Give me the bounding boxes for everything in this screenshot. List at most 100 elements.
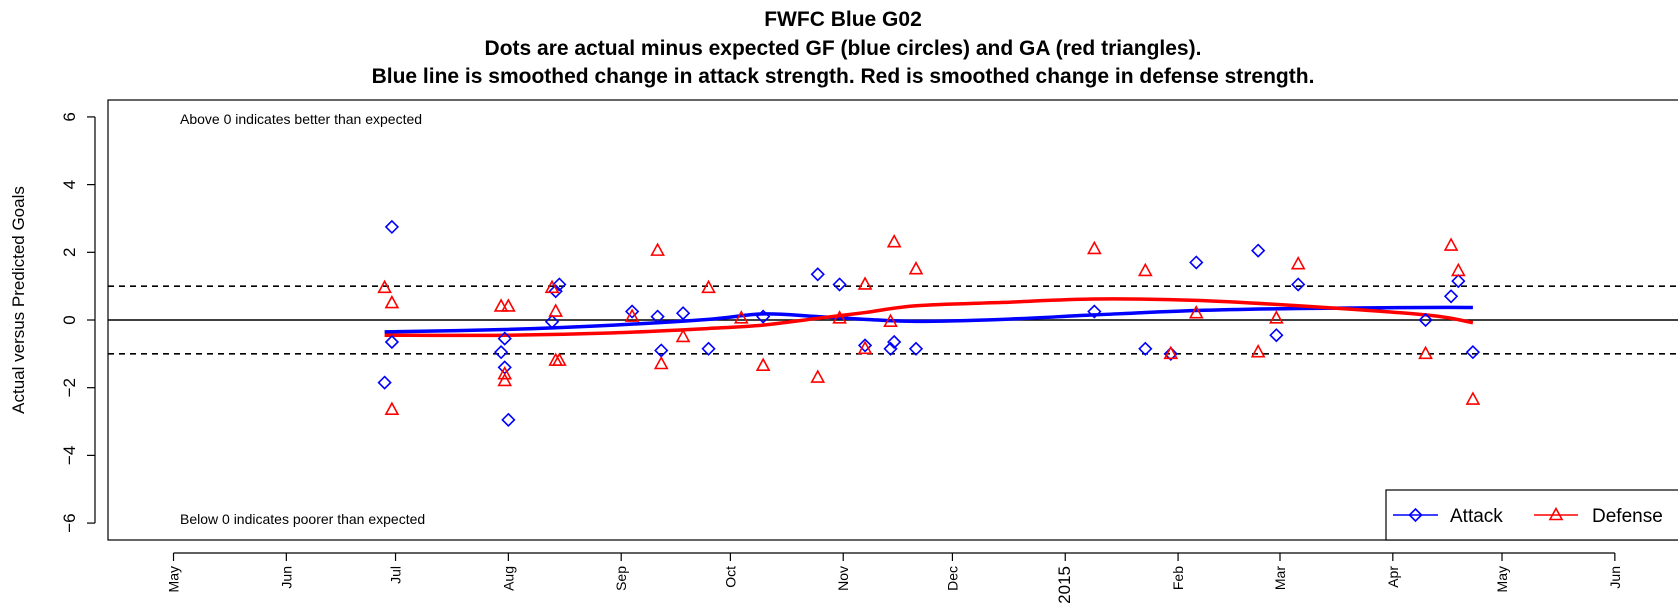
- attack-point: [1251, 243, 1266, 258]
- attack-point: [384, 219, 400, 235]
- x-tick-label: Oct: [722, 566, 738, 588]
- legend-marker-attack: [1408, 507, 1423, 523]
- attack-point: [1138, 341, 1153, 356]
- legend-label-defense: Defense: [1592, 506, 1663, 527]
- attack-point: [887, 334, 902, 350]
- defense-point: [1087, 240, 1102, 255]
- y-tick-label: 2: [60, 248, 79, 257]
- attack-point: [501, 412, 516, 427]
- annotation-below: Below 0 indicates poorer than expected: [180, 511, 425, 527]
- attack-point: [497, 331, 512, 346]
- defense-point: [493, 298, 509, 312]
- attack-point: [493, 345, 509, 360]
- defense-point: [624, 308, 640, 322]
- attack-point: [810, 267, 825, 282]
- x-tick-label: Apr: [1385, 566, 1401, 588]
- attack-point: [1189, 255, 1204, 270]
- x-tick-label: Dec: [944, 566, 960, 591]
- defense-point: [548, 303, 564, 317]
- attack-point: [552, 277, 567, 292]
- attack-point: [1465, 345, 1481, 360]
- defense-point: [701, 279, 716, 294]
- legend-items: Attack Defense: [1393, 506, 1663, 527]
- defense-point: [497, 372, 513, 387]
- defense-point: [1188, 305, 1204, 319]
- attack-point: [654, 343, 669, 358]
- x-tick-label: Feb: [1170, 566, 1186, 590]
- attack-point: [1087, 304, 1102, 319]
- x-tick-label: Nov: [835, 566, 851, 591]
- defense-point: [733, 310, 749, 324]
- attack-point: [756, 309, 771, 324]
- defense-point: [1163, 345, 1179, 360]
- defense-point: [1290, 255, 1306, 270]
- defense-point: [883, 313, 898, 327]
- x-axis: May Jun Jul Aug Sep Oct Nov Dec 2015 Feb Mar Apr May…: [166, 552, 1623, 604]
- defense-point: [675, 328, 691, 343]
- defense-point: [1418, 345, 1433, 360]
- attack-point: [377, 375, 392, 390]
- y-axis-label: Actual versus Predicted Goals: [9, 186, 28, 414]
- defense-point: [810, 369, 826, 383]
- x-tick-label: Jun: [1607, 566, 1623, 589]
- attack-point: [1451, 273, 1466, 289]
- x-tick-label: 2015: [1055, 566, 1074, 604]
- annotation-above: Above 0 indicates better than expected: [180, 111, 422, 127]
- defense-point: [857, 340, 873, 355]
- defense-point: [857, 276, 873, 290]
- attack-point: [1443, 289, 1459, 304]
- defense-point: [384, 401, 400, 415]
- smooth-line-defense: [384, 297, 1474, 338]
- y-axis: 6 4 2 0 −2 −4 −6: [60, 112, 96, 533]
- y-tick-label: 0: [60, 315, 79, 324]
- defense-point: [1250, 343, 1266, 358]
- attack-point: [624, 304, 640, 319]
- attack-point: [908, 341, 924, 356]
- defense-point: [832, 310, 847, 324]
- defense-point: [1137, 262, 1153, 277]
- x-tick-label: May: [1494, 566, 1510, 592]
- defense-point: [886, 233, 902, 248]
- data-markers: [377, 219, 1481, 427]
- smooth-lines: [384, 297, 1474, 338]
- chart-subtitle-1: Dots are actual minus expected GF (blue …: [485, 37, 1202, 60]
- y-tick-label: −6: [60, 513, 79, 532]
- attack-point: [544, 314, 560, 329]
- defense-point: [501, 298, 516, 312]
- defense-point: [1443, 237, 1459, 251]
- defense-point: [650, 242, 665, 256]
- legend: Attack Defense: [1385, 489, 1678, 541]
- defense-point: [377, 279, 392, 294]
- y-tick-label: 6: [60, 112, 79, 121]
- legend-label-attack: Attack: [1450, 506, 1503, 527]
- attack-point: [384, 334, 400, 350]
- x-tick-label: Sep: [613, 566, 629, 591]
- defense-point: [1450, 262, 1466, 277]
- attack-point: [832, 277, 847, 292]
- x-tick-label: Aug: [500, 566, 516, 591]
- x-tick-label: May: [166, 566, 182, 592]
- attack-point: [650, 309, 665, 324]
- smooth-line-attack: [384, 305, 1473, 334]
- defense-point: [653, 355, 669, 370]
- defense-point: [497, 365, 513, 380]
- defense-point: [384, 294, 400, 309]
- chart-title: FWFC Blue G02: [764, 8, 922, 31]
- attack-point: [857, 338, 873, 353]
- attack-point: [1163, 346, 1178, 361]
- defense-point: [551, 352, 567, 366]
- defense-point: [908, 261, 924, 275]
- x-tick-label: Mar: [1272, 566, 1288, 590]
- attack-point: [701, 341, 716, 356]
- defense-point: [755, 357, 771, 371]
- y-tick-label: −4: [60, 446, 79, 465]
- x-tick-label: Jun: [278, 566, 294, 589]
- defense-point: [1269, 310, 1284, 324]
- y-tick-label: 4: [60, 180, 79, 189]
- defense-point: [544, 279, 560, 294]
- attack-point: [1418, 312, 1433, 328]
- chart-subtitle-2: Blue line is smoothed change in attack s…: [372, 65, 1315, 88]
- legend-marker-defense: [1548, 506, 1564, 521]
- y-tick-label: −2: [60, 378, 79, 397]
